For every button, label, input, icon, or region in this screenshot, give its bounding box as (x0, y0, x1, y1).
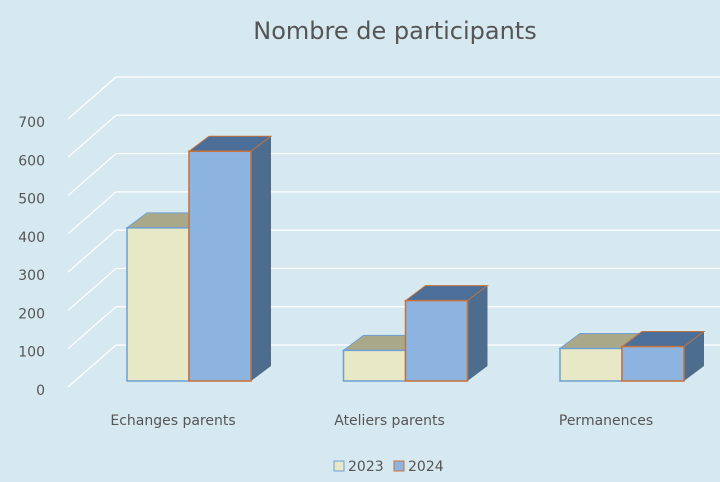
bar-side (467, 285, 488, 381)
y-tick-label: 700 (18, 115, 45, 131)
grid-line (67, 76, 117, 120)
bar (620, 331, 706, 382)
chart-title: Nombre de participants (253, 17, 536, 45)
bar-front (126, 227, 190, 382)
grid-line (67, 114, 117, 158)
legend-swatch (333, 460, 345, 472)
bar (404, 285, 489, 382)
bar-front (404, 299, 469, 382)
y-tick-label: 0 (36, 383, 45, 399)
grid-line (67, 191, 117, 235)
legend-label: 2023 (348, 459, 384, 475)
x-tick-label: Permanences (559, 413, 653, 429)
bar-side (251, 136, 271, 381)
legend-label: 2024 (408, 459, 444, 475)
y-tick-label: 400 (18, 230, 45, 246)
bar-front (188, 150, 252, 382)
bar-front (621, 345, 685, 382)
y-tick-label: 200 (18, 306, 45, 322)
legend-swatch (393, 460, 405, 472)
bar-side (684, 331, 704, 381)
grid-line (67, 229, 117, 273)
grid-line (67, 306, 117, 350)
x-tick-label: Echanges parents (110, 413, 235, 429)
y-tick-label: 600 (18, 153, 45, 169)
y-tick-label: 500 (18, 192, 45, 208)
bar-front (559, 347, 623, 382)
y-tick-label: 100 (18, 345, 45, 361)
x-tick-label: Ateliers parents (334, 413, 445, 429)
grid-line (67, 344, 117, 388)
grid-line (67, 153, 117, 197)
bar-front (342, 349, 407, 382)
y-tick-label: 300 (18, 268, 45, 284)
grid-line (67, 267, 117, 311)
bar (187, 135, 273, 382)
